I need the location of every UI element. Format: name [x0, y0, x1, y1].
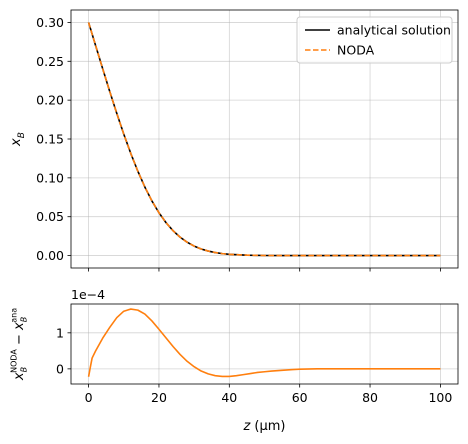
x-tick-label: 40: [221, 390, 237, 405]
legend-entry-analytical-solution: analytical solution: [337, 23, 451, 38]
top-series-lines: [87, 22, 441, 257]
bottom-axes: 0 20 40 60 80 100 0 1 1e−4 xBNODA − xBana z (μm…: [10, 287, 459, 434]
x-tick-label: 80: [362, 390, 378, 405]
top-y-tick-label: 0.05: [36, 209, 64, 224]
bottom-axes-frame: [70, 303, 459, 385]
top-y-tick-label: 0.20: [36, 93, 64, 108]
bottom-series-lines: [87, 308, 441, 378]
bot-y-tick-label: 0: [56, 361, 64, 376]
bottom-offset-label: 1e−4: [71, 287, 105, 302]
top-y-tick-label: 0.10: [36, 170, 64, 185]
top-axes: 0.00 0.05 0.10 0.15 0.20 0.25 0.30 xB analytic…: [9, 9, 459, 272]
top-ticks: 0.00 0.05 0.10 0.15 0.20 0.25 0.30: [36, 15, 441, 272]
bot-y-tick-label: 1: [56, 325, 64, 340]
top-y-tick-label: 0.00: [36, 248, 64, 263]
legend-frame: [296, 16, 453, 64]
bottom-ticks: 0 20 40 60 80 100 0 1: [56, 325, 452, 405]
x-tick-label: 20: [151, 390, 167, 405]
top-y-tick-label: 0.30: [36, 15, 64, 30]
top-y-tick-label: 0.25: [36, 54, 64, 69]
top-y-axis-label: xB: [9, 132, 27, 147]
legend-entry-noda: NODA: [337, 43, 375, 58]
bot-series-line-0: [87, 308, 441, 378]
bottom-y-axis-label: xBNODA − xBana: [10, 308, 29, 381]
x-tick-label: 60: [292, 390, 308, 405]
top-series-line-1: [87, 22, 441, 257]
x-axis-label: z (μm): [242, 419, 285, 434]
legend: analytical solution NODA: [296, 16, 453, 64]
x-tick-label: 100: [428, 390, 452, 405]
x-tick-label: 0: [85, 390, 93, 405]
top-y-tick-label: 0.15: [36, 132, 64, 147]
